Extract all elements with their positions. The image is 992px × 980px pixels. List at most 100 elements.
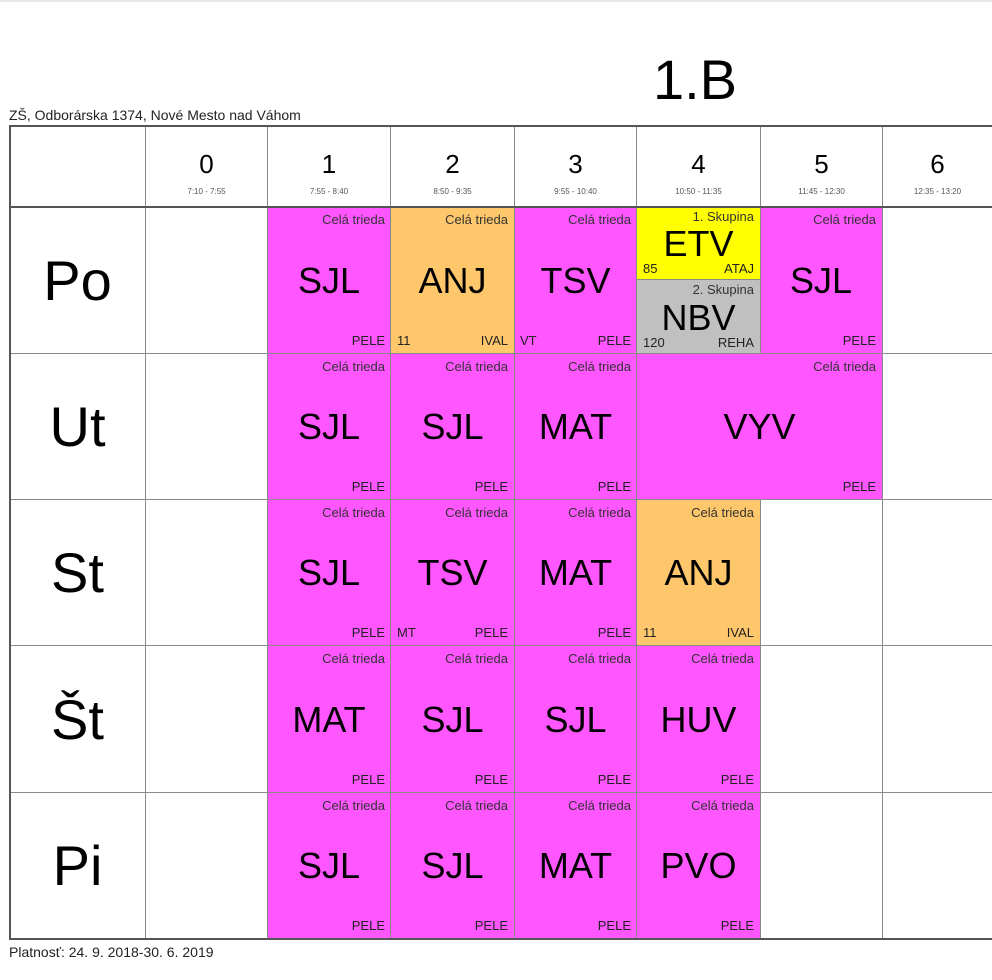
- lesson-teacher: PELE: [474, 479, 508, 494]
- lesson-group: Celá trieda: [445, 798, 508, 813]
- lesson-po-4-group-1[interactable]: 1. Skupina ETV 85 ATAJ: [637, 207, 760, 280]
- lesson-subject: SJL: [297, 552, 361, 593]
- period-time: 9:55 - 10:40: [554, 187, 597, 196]
- lesson-st-3[interactable]: Celá trieda MAT PELE: [514, 500, 637, 646]
- lesson-room: 11: [643, 625, 657, 640]
- lesson-group: Celá trieda: [568, 359, 631, 374]
- lesson-teacher: REHA: [717, 335, 754, 350]
- grid-line: [145, 125, 146, 940]
- lesson-subject: MAT: [538, 552, 613, 593]
- lesson-teacher: PELE: [597, 479, 631, 494]
- lesson-po-1[interactable]: Celá trieda SJL PELE: [267, 207, 391, 354]
- lesson-teacher: PELE: [351, 625, 385, 640]
- lesson-teacher: PELE: [597, 333, 631, 348]
- grid-line: [514, 125, 515, 940]
- lesson-group: Celá trieda: [445, 212, 508, 227]
- lesson-group: Celá trieda: [691, 651, 754, 666]
- lesson-po-2[interactable]: Celá trieda ANJ 11 IVAL: [391, 207, 514, 354]
- lesson-group: Celá trieda: [322, 359, 385, 374]
- period-header-1: 1 7:55 - 8:40: [268, 125, 390, 207]
- lesson-pi-2[interactable]: Celá trieda SJL PELE: [391, 793, 514, 939]
- grid-border: [9, 938, 992, 940]
- lesson-teacher: PELE: [474, 625, 508, 640]
- lesson-teacher: PELE: [597, 625, 631, 640]
- lesson-teacher: PELE: [597, 918, 631, 933]
- grid-line: [760, 125, 761, 354]
- lesson-pi-4[interactable]: Celá trieda PVO PELE: [637, 793, 760, 939]
- period-header-4: 4 10:50 - 11:35: [637, 125, 760, 207]
- period-number: 3: [568, 149, 583, 179]
- lesson-subject: SJL: [297, 260, 361, 301]
- lesson-st-1[interactable]: Celá trieda SJL PELE: [267, 500, 391, 646]
- period-number: 5: [814, 149, 829, 179]
- grid-line: [9, 499, 992, 500]
- lesson-subject: NBV: [661, 297, 736, 338]
- grid-line: [9, 645, 992, 646]
- period-number: 1: [321, 149, 337, 179]
- lesson-st-4[interactable]: Celá trieda ANJ 11 IVAL: [637, 500, 760, 646]
- lesson-stv-1[interactable]: Celá trieda MAT PELE: [267, 646, 391, 793]
- lesson-subject: ANJ: [664, 552, 733, 593]
- lesson-ut-1[interactable]: Celá trieda SJL PELE: [267, 354, 391, 500]
- lesson-teacher: IVAL: [480, 333, 508, 348]
- day-label-ut: Ut: [49, 395, 106, 458]
- lesson-group: Celá trieda: [568, 651, 631, 666]
- lesson-teacher: PELE: [842, 479, 876, 494]
- lesson-room: MT: [397, 625, 416, 640]
- lesson-teacher: PELE: [351, 772, 385, 787]
- lesson-ut-2[interactable]: Celá trieda SJL PELE: [391, 354, 514, 500]
- lesson-group: 1. Skupina: [692, 209, 754, 224]
- period-header-5: 5 11:45 - 12:30: [761, 125, 882, 207]
- lesson-teacher: ATAJ: [724, 261, 754, 276]
- lesson-room: 11: [397, 333, 411, 348]
- lesson-ut-4-5[interactable]: Celá trieda VYV PELE: [637, 354, 882, 500]
- lesson-ut-3[interactable]: Celá trieda MAT PELE: [514, 354, 637, 500]
- lesson-subject: MAT: [292, 699, 366, 740]
- period-time: 7:10 - 7:55: [187, 187, 226, 196]
- lesson-subject: TSV: [417, 552, 488, 593]
- day-label-st: St: [51, 541, 104, 604]
- lesson-teacher: PELE: [842, 333, 876, 348]
- lesson-subject: SJL: [421, 845, 484, 886]
- grid-line: [9, 792, 992, 793]
- grid-line: [637, 279, 760, 280]
- lesson-stv-2[interactable]: Celá trieda SJL PELE: [391, 646, 514, 793]
- period-time: 10:50 - 11:35: [675, 187, 722, 196]
- lesson-group: Celá trieda: [691, 505, 754, 520]
- lesson-group: Celá trieda: [568, 505, 631, 520]
- lesson-subject: MAT: [538, 406, 613, 447]
- lesson-teacher: PELE: [351, 918, 385, 933]
- lesson-subject: SJL: [544, 699, 607, 740]
- lesson-po-3[interactable]: Celá trieda TSV VT PELE: [514, 207, 637, 354]
- lesson-stv-3[interactable]: Celá trieda SJL PELE: [514, 646, 637, 793]
- lesson-group: Celá trieda: [568, 798, 631, 813]
- grid-border: [9, 125, 992, 127]
- day-label-stv: Št: [51, 688, 104, 751]
- lesson-room: 85: [643, 261, 658, 276]
- lesson-po-4-group-2[interactable]: 2. Skupina NBV 120 REHA: [637, 280, 760, 354]
- lesson-pi-1[interactable]: Celá trieda SJL PELE: [267, 793, 391, 939]
- lesson-subject: SJL: [421, 406, 484, 447]
- period-number: 6: [930, 149, 945, 179]
- period-header-6: 6 12:35 - 13:20: [883, 125, 992, 207]
- lesson-group: Celá trieda: [445, 359, 508, 374]
- lesson-stv-4[interactable]: Celá trieda HUV PELE: [637, 646, 760, 793]
- lesson-teacher: IVAL: [726, 625, 754, 640]
- lesson-teacher: PELE: [720, 918, 754, 933]
- period-time: 12:35 - 13:20: [913, 187, 962, 196]
- grid-line: [636, 125, 637, 940]
- lesson-group: Celá trieda: [691, 798, 754, 813]
- lesson-subject: SJL: [297, 406, 361, 447]
- period-header-3: 3 9:55 - 10:40: [515, 125, 636, 207]
- lesson-subject: HUV: [660, 699, 737, 740]
- grid-line: [9, 206, 992, 208]
- lesson-teacher: PELE: [720, 772, 754, 787]
- lesson-group: Celá trieda: [568, 212, 631, 227]
- lesson-group: Celá trieda: [322, 651, 385, 666]
- grid-line: [267, 125, 268, 940]
- lesson-po-5[interactable]: Celá trieda SJL PELE: [760, 207, 882, 354]
- lesson-pi-3[interactable]: Celá trieda MAT PELE: [514, 793, 637, 939]
- validity-period: Platnosť: 24. 9. 2018-30. 6. 2019: [9, 944, 214, 960]
- lesson-st-2[interactable]: Celá trieda TSV MT PELE: [391, 500, 514, 646]
- lesson-subject: ETV: [663, 223, 734, 264]
